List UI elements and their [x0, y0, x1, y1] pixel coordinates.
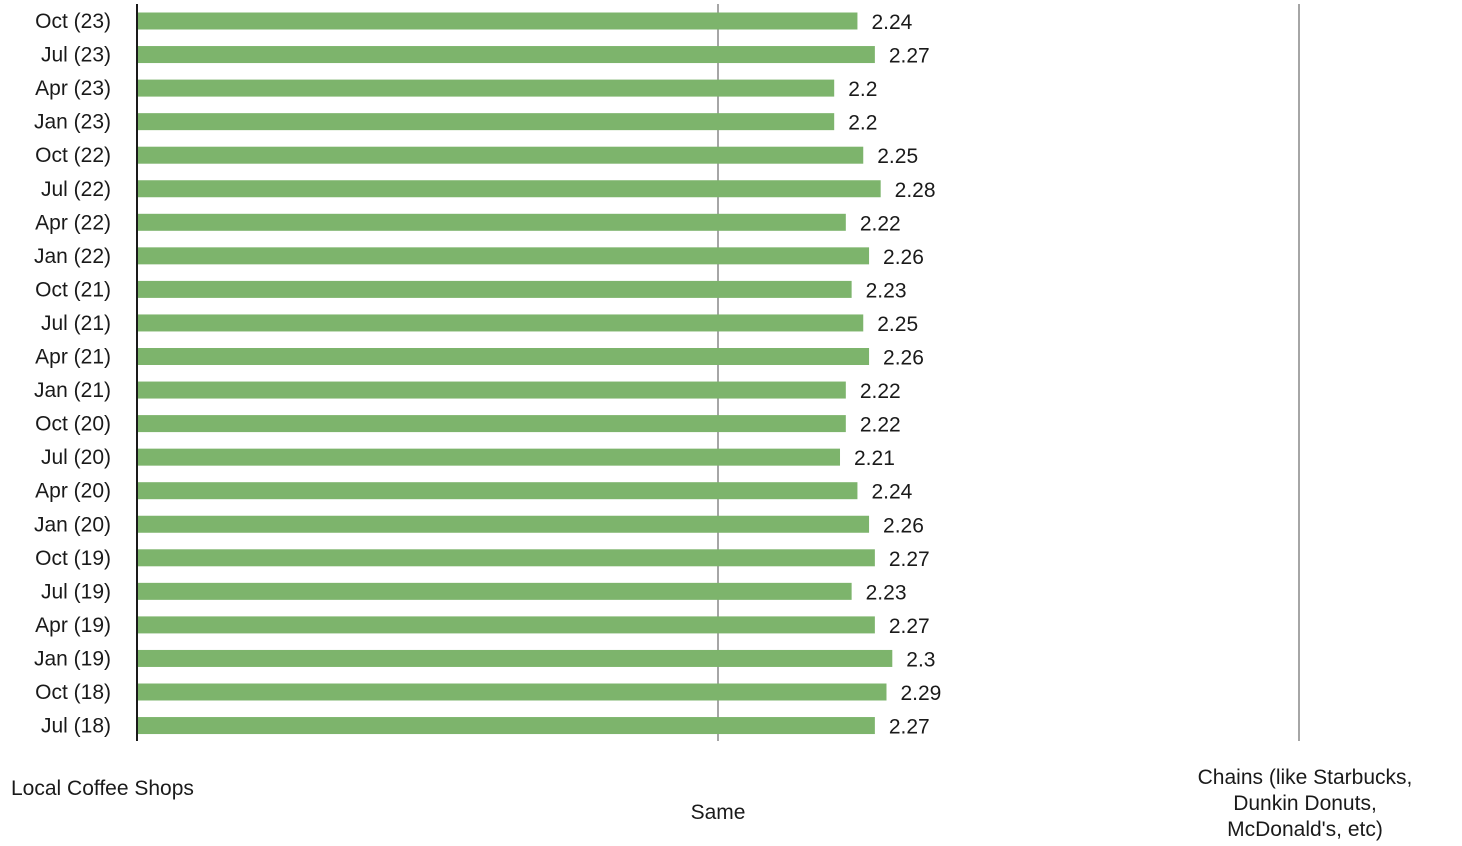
bars	[137, 12, 893, 735]
bar-21	[137, 717, 875, 735]
bar-3	[137, 113, 835, 131]
data-label: 2.26	[883, 514, 924, 537]
bar-13	[137, 448, 841, 466]
data-label: 2.24	[871, 11, 912, 34]
category-label: Jan (20)	[34, 513, 111, 536]
data-label: 2.27	[889, 548, 930, 571]
bar-18	[137, 616, 875, 634]
category-label: Jul (23)	[41, 44, 111, 67]
category-label: Oct (21)	[35, 278, 111, 301]
bar-14	[137, 482, 858, 500]
scale-label-left: Local Coffee Shops	[11, 777, 194, 800]
category-label: Jan (22)	[34, 245, 111, 268]
category-label: Oct (22)	[35, 144, 111, 167]
category-label: Jul (19)	[41, 580, 111, 603]
data-label: 2.27	[889, 45, 930, 68]
bar-0	[137, 12, 858, 30]
category-label: Jan (21)	[34, 379, 111, 402]
data-label: 2.23	[866, 279, 907, 302]
bar-1	[137, 46, 875, 64]
category-label: Oct (20)	[35, 413, 111, 436]
bar-20	[137, 683, 887, 701]
data-label: 2.25	[877, 145, 918, 168]
data-label: 2.29	[900, 682, 941, 705]
bar-12	[137, 415, 846, 433]
bar-4	[137, 146, 864, 164]
data-label: 2.2	[848, 78, 877, 101]
category-label: Jul (22)	[41, 178, 111, 201]
category-label: Jul (20)	[41, 446, 111, 469]
data-label: 2.21	[854, 447, 895, 470]
bar-17	[137, 582, 852, 600]
bar-7	[137, 247, 870, 265]
bar-2	[137, 79, 835, 97]
bar-10	[137, 348, 870, 365]
bar-16	[137, 549, 875, 567]
data-label: 2.23	[866, 581, 907, 604]
data-label: 2.3	[906, 648, 935, 671]
category-label: Jan (19)	[34, 647, 111, 670]
data-label: 2.28	[895, 179, 936, 202]
category-label: Oct (23)	[35, 10, 111, 33]
bar-6	[137, 213, 846, 231]
data-label: 2.25	[877, 313, 918, 336]
category-label: Apr (20)	[35, 480, 111, 503]
scale-label-middle: Same	[690, 801, 746, 824]
category-label: Jul (21)	[41, 312, 111, 335]
bar-5	[137, 180, 881, 198]
data-label: 2.22	[860, 414, 901, 437]
data-label: 2.26	[883, 347, 924, 370]
data-label: 2.26	[883, 246, 924, 269]
data-label: 2.2	[848, 112, 877, 135]
category-label: Apr (22)	[35, 211, 111, 234]
bar-11	[137, 381, 846, 399]
bar-19	[137, 649, 893, 667]
bar-15	[137, 515, 870, 533]
bar-8	[137, 280, 852, 298]
category-label: Apr (21)	[35, 346, 111, 369]
category-label: Apr (19)	[35, 614, 111, 637]
data-label: 2.27	[889, 716, 930, 739]
scale-label-right: Chains (like Starbucks, Dunkin Donuts, M…	[1197, 766, 1413, 841]
category-label: Oct (19)	[35, 547, 111, 570]
bar-9	[137, 314, 864, 332]
data-label: 2.27	[889, 615, 930, 638]
category-label: Oct (18)	[35, 681, 111, 704]
category-label: Jan (23)	[34, 111, 111, 134]
data-label: 2.22	[860, 380, 901, 403]
data-label: 2.24	[871, 481, 912, 504]
category-label: Apr (23)	[35, 77, 111, 100]
data-label: 2.22	[860, 212, 901, 235]
labels: Oct (23) 2.24 Jul (23) 2.27 Apr (23) 2.2 Jan (…	[34, 10, 941, 739]
category-label: Jul (18)	[41, 715, 111, 738]
bar-chart: Oct (23) 2.24 Jul (23) 2.27 Apr (23) 2.2 Jan (…	[34, 4, 1300, 741]
